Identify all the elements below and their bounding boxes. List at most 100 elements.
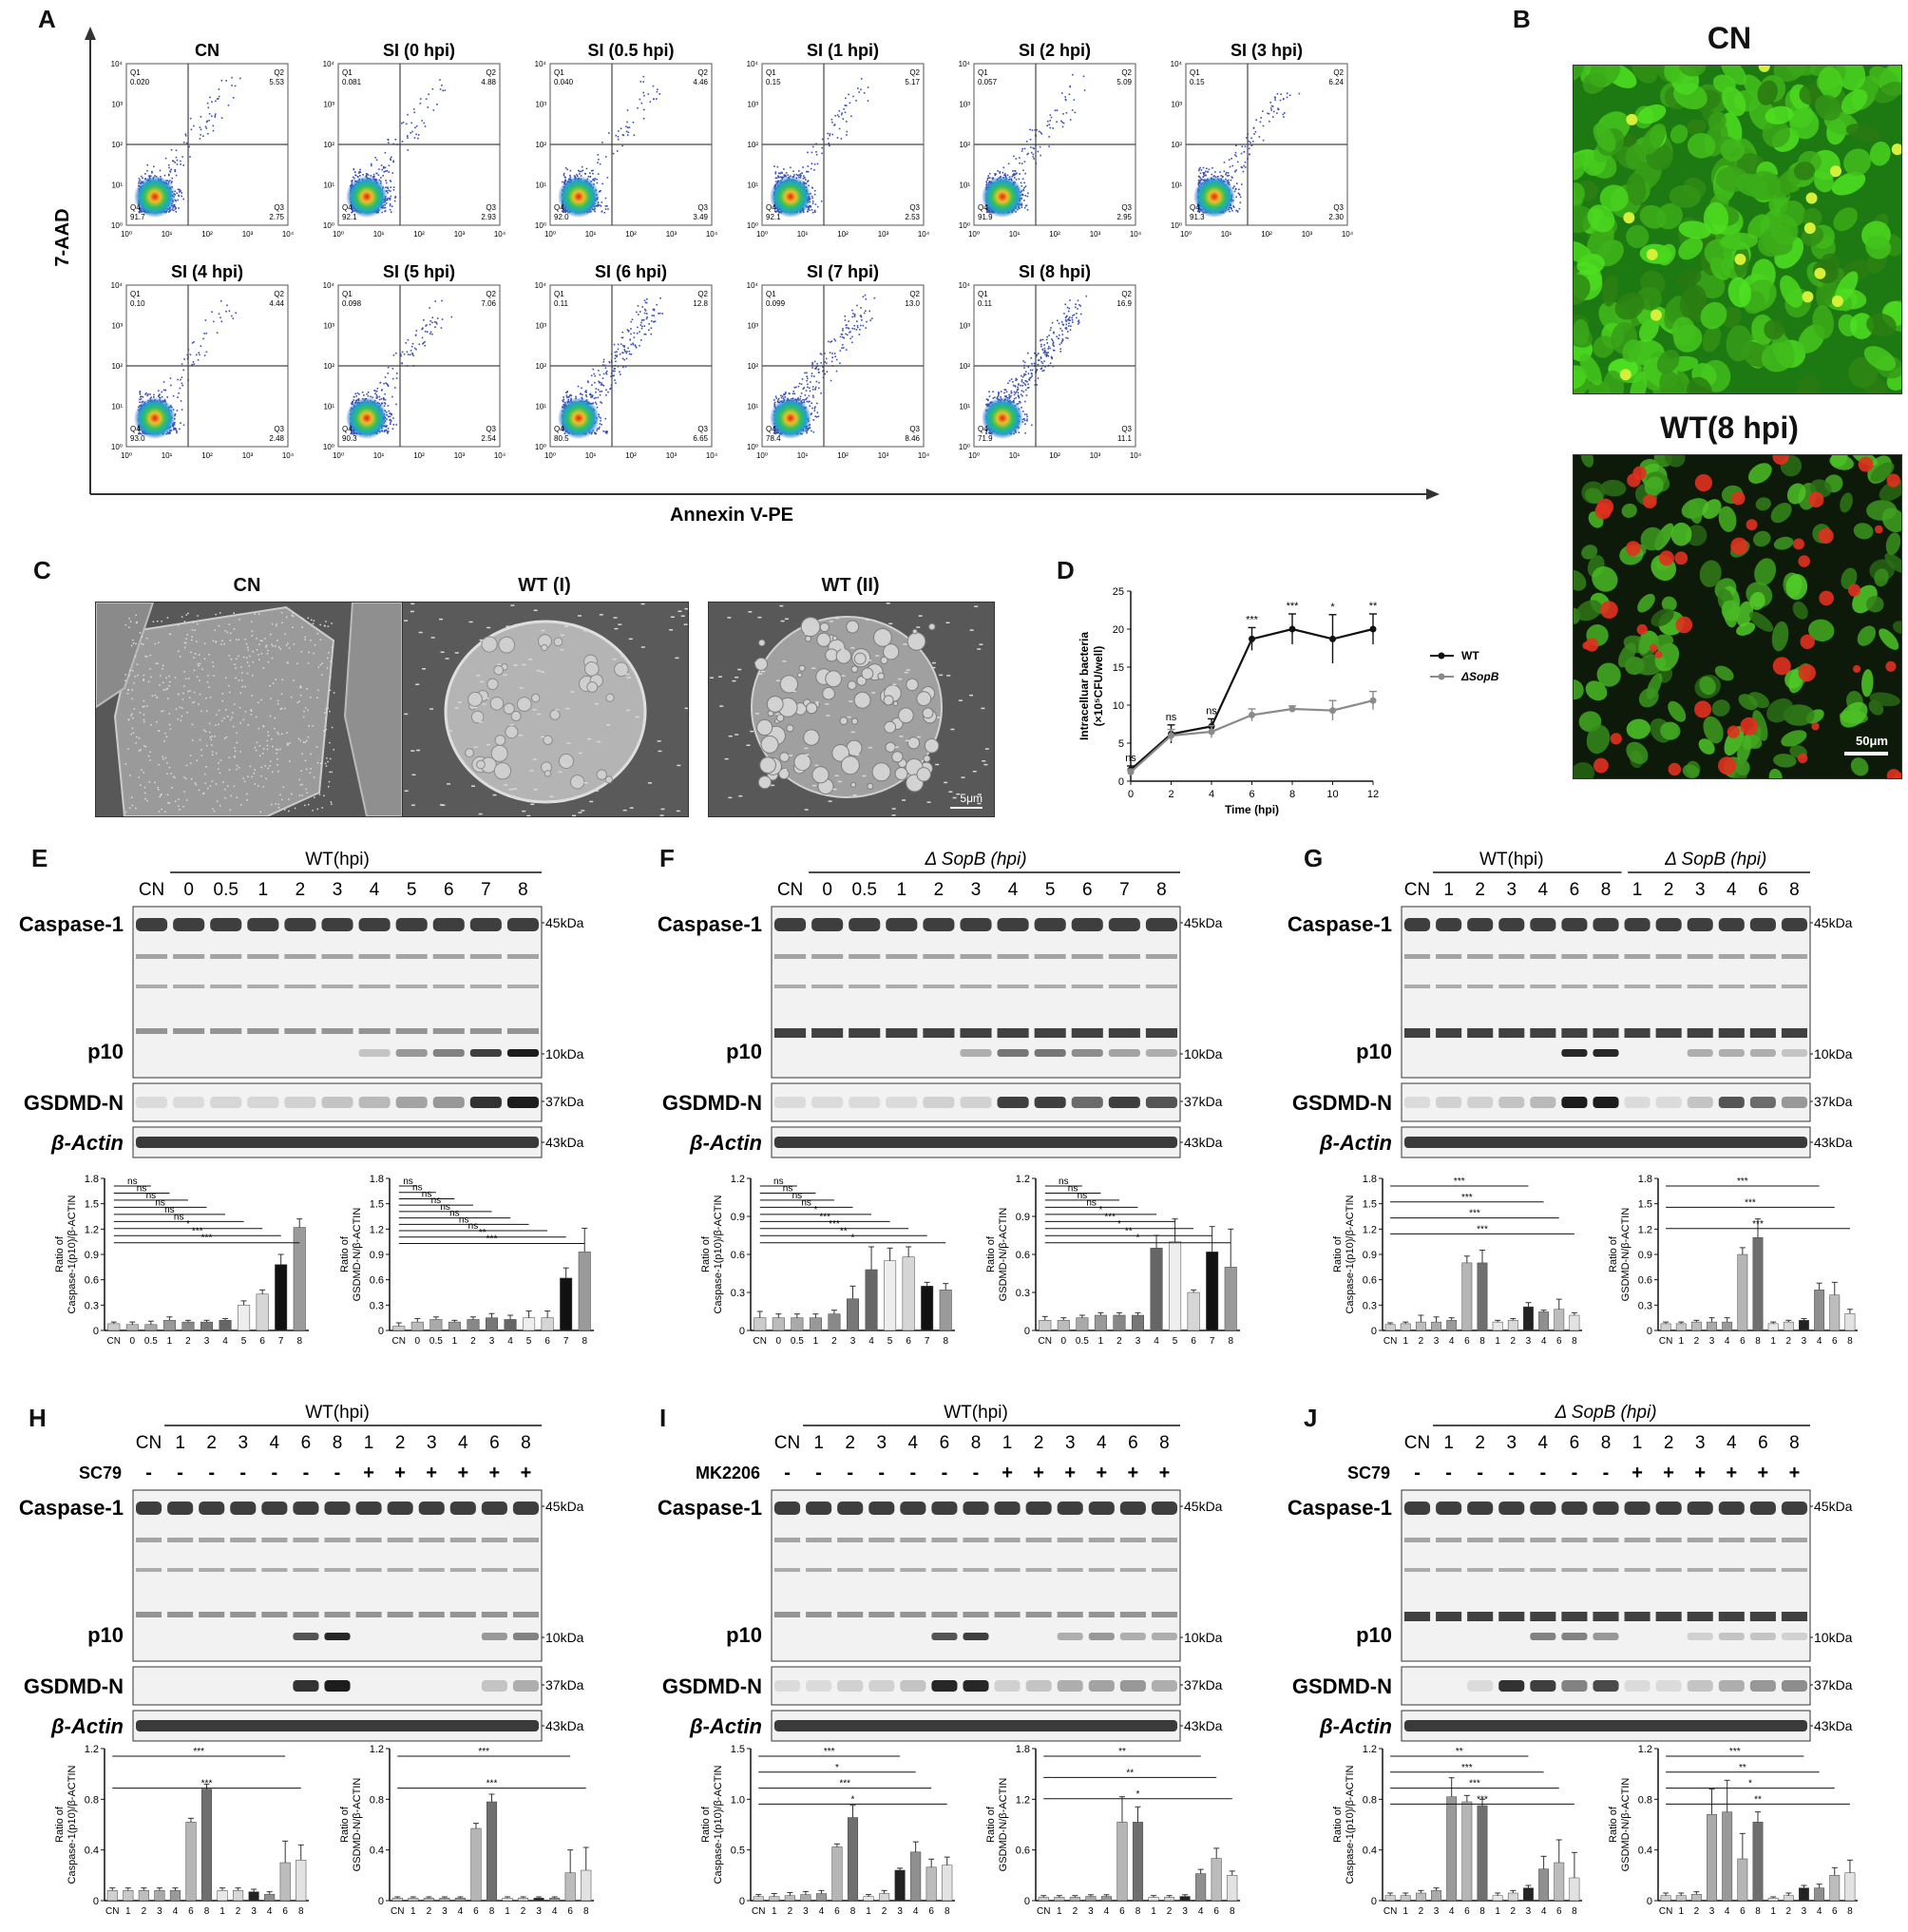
bar-significance: ** [1125, 1226, 1133, 1236]
blot-mw-marker: 10kDa [1814, 1630, 1853, 1645]
bar-x-tick: 8 [582, 1336, 587, 1347]
bar-y-label: Ratio ofCaspase-1(p10)/β-ACTIN [1332, 1195, 1356, 1313]
bar [800, 1894, 811, 1902]
bar-x-tick: 2 [142, 1906, 147, 1917]
line-y-tick: 25 [1113, 586, 1124, 598]
bar-x-tick: 7 [925, 1336, 930, 1347]
line-significance: *** [1287, 601, 1300, 612]
sem-title-wt1: WT (I) [518, 575, 571, 596]
svg-text:Q2: Q2 [486, 68, 496, 77]
bar-y-tick: 0 [378, 1896, 384, 1907]
bar-significance: ns [801, 1197, 811, 1208]
svg-text:10⁴: 10⁴ [282, 230, 295, 239]
bar-y-tick: 1.8 [85, 1174, 99, 1185]
blot-lane-label: 4 [1538, 1433, 1549, 1453]
blot-lane-label: 2 [1475, 1433, 1485, 1453]
bar-x-tick: 6 [1556, 1906, 1562, 1917]
svg-text:10¹: 10¹ [747, 182, 758, 190]
bar [1054, 1897, 1065, 1902]
blot-band-label: Caspase-1 [1288, 1496, 1392, 1520]
bar-y-tick: 0 [1371, 1896, 1377, 1907]
flow-plot-title: SI (6 hpi) [595, 262, 667, 281]
bar [1187, 1291, 1200, 1331]
flow-plot-title: SI (0 hpi) [383, 41, 455, 60]
blot-band-label: p10 [87, 1623, 124, 1647]
bar [1492, 1895, 1503, 1902]
bar-x-tick: 1 [1402, 1906, 1408, 1917]
bar-x-tick: CN [1659, 1906, 1672, 1917]
blot-mw-marker: 45kDa [1184, 915, 1223, 930]
bar [1400, 1895, 1411, 1902]
bar-significance: ** [1126, 1768, 1134, 1778]
svg-text:10³: 10³ [1302, 230, 1313, 239]
svg-text:Q2: Q2 [697, 68, 708, 77]
svg-text:10²: 10² [837, 230, 849, 239]
bar-x-tick: 2 [788, 1906, 793, 1917]
flow-plot: SI (7 hpi)Q10.099Q213.0Q38.46Q478.410⁰10… [747, 262, 930, 460]
western-blot: WT(hpi)CN 0 0.5 1 2 3 4 5 6 7 8Caspase-1p1045kDa10… [19, 850, 584, 1158]
bar [541, 1317, 554, 1331]
bar-y-tick: 0.8 [370, 1794, 384, 1806]
line-legend-entry: ΔSopB [1460, 670, 1499, 683]
bar [1538, 1311, 1550, 1331]
bar-x-tick: CN [752, 1906, 765, 1917]
bar-significance: *** [1461, 1763, 1473, 1773]
bar-y-tick: 0.8 [85, 1794, 99, 1806]
svg-text:10⁴: 10⁴ [1130, 230, 1142, 239]
bar [1384, 1895, 1396, 1902]
blot-band-label: Caspase-1 [1288, 912, 1392, 936]
bar [1415, 1321, 1426, 1331]
bar-x-tick: 3 [1434, 1336, 1440, 1347]
svg-text:10³: 10³ [111, 101, 123, 109]
bar-x-tick: 1 [866, 1906, 871, 1917]
blot-lane-label: 1 [1443, 1433, 1454, 1453]
blot-band-label: Caspase-1 [658, 912, 762, 936]
blot-band-label: GSDMD-N [662, 1091, 762, 1115]
sem-title-cn: CN [233, 575, 261, 596]
blot-mw-marker: 43kDa [545, 1135, 584, 1150]
bar-x-tick: 6 [544, 1336, 550, 1347]
bar [1722, 1811, 1733, 1902]
blot-band-label: β-Actin [689, 1131, 762, 1155]
panel-label-i: I [659, 1404, 667, 1432]
svg-text:Q3: Q3 [909, 203, 920, 212]
bar [1554, 1862, 1565, 1902]
bar [1113, 1314, 1126, 1331]
blot-lane-label: 7 [481, 880, 491, 900]
bar-x-tick: 4 [173, 1906, 179, 1917]
bar-x-tick: 6 [282, 1906, 288, 1917]
line-significance: ns [1206, 705, 1217, 717]
bar [1722, 1321, 1733, 1331]
bar-x-tick: 4 [267, 1906, 273, 1917]
blot-lane-label: 3 [1695, 1433, 1706, 1453]
bar [279, 1862, 291, 1902]
flow-plot: SI (4 hpi)Q10.10Q24.44Q32.48Q493.010⁰10⁰… [111, 262, 295, 460]
bar-significance: ns [440, 1202, 450, 1213]
bar-x-tick: 4 [913, 1906, 919, 1917]
svg-text:10⁴: 10⁴ [959, 60, 971, 68]
bar [1523, 1306, 1534, 1331]
blot-lane-label: 0 [822, 880, 832, 900]
bar-y-tick: 0.3 [1638, 1300, 1652, 1311]
micro-scale-bar [1844, 752, 1888, 756]
bar-x-tick: 6 [1464, 1906, 1470, 1917]
bar-x-tick: 3 [157, 1906, 162, 1917]
flow-plot-title: CN [195, 41, 219, 60]
svg-text:10¹: 10¹ [1009, 230, 1021, 239]
bar [181, 1321, 195, 1331]
bar-x-tick: 2 [1073, 1906, 1078, 1917]
blot-band-label: β-Actin [50, 1131, 124, 1155]
bar [123, 1890, 134, 1902]
bar-y-tick: 0 [1647, 1896, 1652, 1907]
blot-band-label: p10 [1356, 1623, 1392, 1647]
svg-text:Q1: Q1 [766, 68, 776, 77]
bar-x-tick: 1 [1678, 1906, 1684, 1917]
blot-lane-label: 3 [427, 1433, 437, 1453]
bar-y-tick: 1.2 [85, 1744, 99, 1755]
blot-lane-label: 6 [1758, 880, 1768, 900]
bar-y-tick: 0.6 [370, 1275, 384, 1287]
line-y-label: Intracelluar bacteria(×10⁵CFU/well) [1078, 632, 1105, 740]
bar-x-tick: 6 [1832, 1906, 1838, 1917]
bar-x-tick: 3 [1802, 1906, 1807, 1917]
svg-text:10⁰: 10⁰ [1171, 221, 1182, 230]
